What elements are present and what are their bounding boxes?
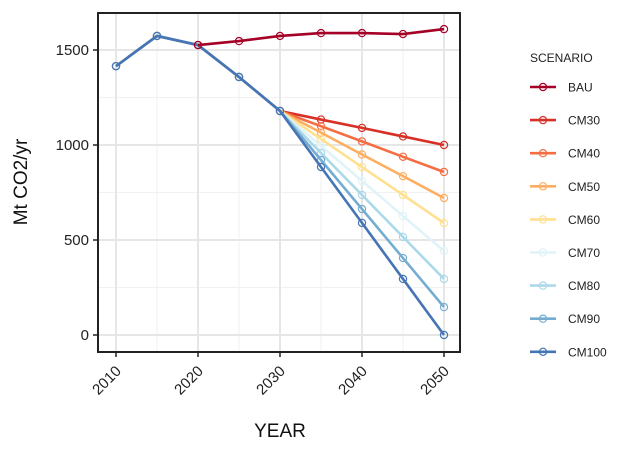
data-point [357,123,367,133]
legend-label: CM100 [568,345,607,359]
data-point [357,137,367,146]
y-tick-label: 500 [64,232,89,249]
legend-label: CM90 [568,312,600,326]
data-point [398,211,408,221]
y-axis-label: Mt CO2/yr [11,138,32,225]
legend-marker [538,215,548,224]
data-point [398,171,408,181]
series-lines [111,24,449,340]
data-point [357,218,367,228]
x-tick-label: 2030 [253,363,289,399]
legend-title: SCENARIO [530,51,593,65]
series-line [115,34,446,336]
legend-marker [538,248,548,257]
data-point [398,274,408,284]
legend-marker [538,314,548,323]
data-point [316,121,326,131]
legend-label: CM70 [568,246,600,260]
legend-marker [538,115,548,125]
data-point [439,246,449,256]
data-point [316,28,326,38]
x-tick-label: 2040 [335,363,371,399]
data-point [398,190,408,200]
legend-label: BAU [568,81,593,95]
legend-marker [538,347,548,356]
data-point [111,61,121,71]
data-point [439,218,449,228]
x-axis-label: YEAR [254,421,306,442]
data-point [439,302,449,312]
grid [98,13,460,352]
legend-item-cm80: CM80 [530,279,600,293]
data-point [357,162,367,172]
legend-item-cm100: CM100 [530,345,607,359]
legend-item-bau: BAU [530,81,593,95]
legend-item-cm70: CM70 [530,246,600,260]
data-point [439,24,449,34]
legend-item-cm60: CM60 [530,213,600,227]
x-tick-label: 2050 [417,363,453,399]
data-point [439,330,449,340]
data-point [439,274,449,284]
data-point [398,29,408,39]
data-point [234,36,244,46]
legend-marker [538,82,548,92]
legend-item-cm40: CM40 [530,147,600,161]
data-point [193,40,203,50]
data-point [357,190,367,200]
data-point [152,31,162,41]
legend-label: CM40 [568,147,600,161]
data-point [439,167,449,177]
data-point [357,204,367,214]
x-tick-label: 2010 [89,363,125,399]
legend: SCENARIO BAU CM30 CM40 CM50 CM60 CM70 CM80 CM90… [530,51,607,359]
legend-item-cm50: CM50 [530,180,600,194]
data-point [316,128,326,137]
y-tick-label: 1500 [56,42,89,59]
data-point [275,106,285,116]
legend-item-cm30: CM30 [530,114,600,128]
legend-label: CM80 [568,279,600,293]
data-point [234,72,244,82]
legend-marker [538,148,548,158]
series-bau [193,24,449,50]
plot-border [97,12,461,353]
data-point [439,140,449,150]
legend-label: CM30 [568,114,600,128]
x-tick-label: 2020 [171,363,207,399]
legend-marker [538,281,548,290]
legend-label: CM60 [568,213,600,227]
data-point [357,28,367,38]
data-point [398,232,408,242]
y-tick-label: 1000 [56,137,89,154]
data-point [398,132,408,141]
series-line [197,27,445,47]
legend-item-cm90: CM90 [530,312,600,326]
y-tick-label: 0 [81,327,89,344]
data-point [398,152,408,161]
data-point [357,176,367,186]
legend-label: CM50 [568,180,600,194]
data-point [357,150,367,159]
data-point [316,162,326,172]
legend-marker [538,182,548,191]
data-point [439,193,449,203]
data-point [398,253,408,263]
data-point [275,31,285,41]
